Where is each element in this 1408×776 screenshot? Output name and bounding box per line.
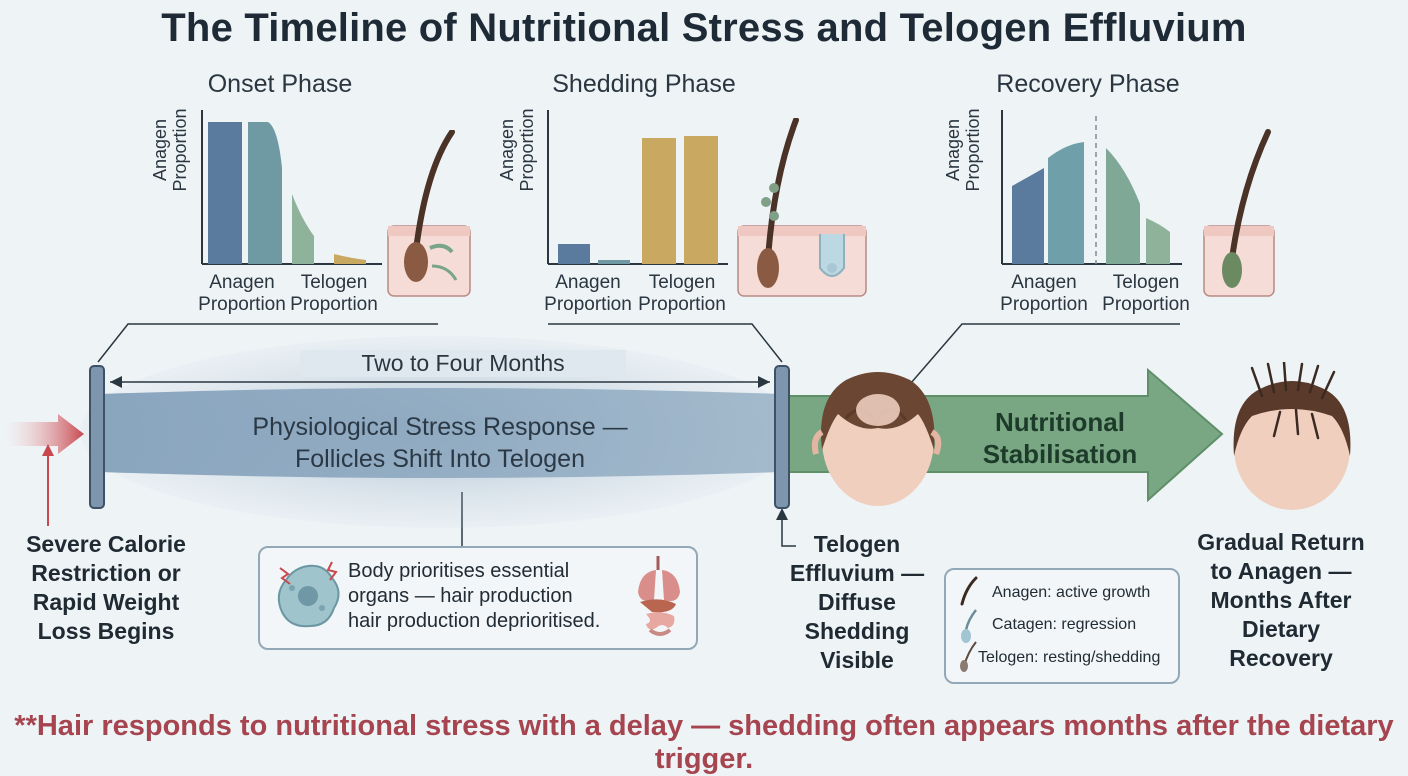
- recovery-bar-telogen-2: [1146, 218, 1170, 264]
- trigger-caption-line-1: Severe Calorie: [26, 531, 186, 557]
- onset-bar-telogen-2: [334, 254, 366, 264]
- stabilisation-line-2: Stabilisation: [982, 439, 1138, 469]
- onset-follicle-icon: [387, 130, 471, 297]
- recovery-chart: [1001, 110, 1182, 265]
- onset-bar-anagen-2: [248, 122, 282, 264]
- body-note-line-2: organs — hair production: [348, 585, 573, 607]
- recovery-caption-line-1: Gradual Return: [1197, 529, 1365, 555]
- shedding-caption-line-5: Visible: [820, 647, 894, 673]
- trigger-caption-line-4: Loss Begins: [37, 618, 175, 644]
- shedding-caption-line-2: Effluvium —: [789, 560, 925, 586]
- recovery-caption: Gradual Return to Anagen — Months After …: [1188, 528, 1374, 673]
- trigger-caption: Severe Calorie Restriction or Rapid Weig…: [14, 530, 198, 646]
- regrowth-head-icon: [1233, 362, 1351, 510]
- stress-band-text: Physiological Stress Response — Follicle…: [210, 411, 670, 475]
- shedding-bar-anagen-1: [558, 244, 590, 264]
- footer-note: **Hair responds to nutritional stress wi…: [14, 710, 1394, 775]
- onset-bar-telogen-1: [292, 194, 314, 264]
- start-marker: [89, 365, 105, 509]
- shedding-tick-anagen: Anagen Proportion: [544, 272, 632, 315]
- stress-band: [100, 388, 780, 478]
- onset-chart: [201, 110, 382, 265]
- shedding-marker: [774, 365, 790, 509]
- shedding-bar-anagen-2: [598, 260, 630, 264]
- legend-box: [944, 568, 1180, 684]
- thinning-head-icon: [811, 372, 942, 506]
- recovery-caption-line-4: Dietary Recovery: [1229, 616, 1333, 671]
- body-note-line-1: Body prioritises essential: [348, 560, 570, 582]
- shedding-chart: [547, 110, 728, 265]
- trigger-caption-line-3: Rapid Weight: [32, 589, 180, 615]
- shedding-caption-line-4: Shedding: [804, 618, 910, 644]
- onset-bar-anagen-1: [208, 122, 242, 264]
- trigger-caption-line-2: Restriction or: [31, 560, 181, 586]
- page-title: The Timeline of Nutritional Stress and T…: [161, 6, 1247, 50]
- shedding-follicle-icon: [737, 118, 867, 297]
- recovery-bar-anagen-2: [1048, 142, 1084, 264]
- onset-phase-title: Onset Phase: [207, 70, 353, 98]
- recovery-tick-anagen: Anagen Proportion: [1000, 272, 1088, 315]
- body-note-text: Body prioritises essential organs — hair…: [348, 559, 638, 634]
- shedding-tick-telogen: Telogen Proportion: [638, 272, 726, 315]
- shedding-caption-line-1: Telogen: [813, 531, 901, 557]
- trigger-arrow: [6, 414, 84, 454]
- recovery-follicle-icon: [1203, 129, 1275, 297]
- stressed-cell-icon: [277, 561, 340, 628]
- onset-tick-telogen: Telogen Proportion: [290, 272, 378, 315]
- recovery-caption-line-3: Months After: [1210, 587, 1352, 613]
- shedding-bar-telogen-2: [684, 136, 718, 264]
- legend-anagen-label: Anagen: active growth: [992, 584, 1151, 601]
- shedding-caption-line-3: Diffuse: [818, 589, 896, 615]
- stress-band-line-1: Physiological Stress Response —: [252, 413, 628, 441]
- duration-label: Two to Four Months: [300, 350, 626, 377]
- shedding-caption: Telogen Effluvium — Diffuse Shedding Vis…: [770, 530, 944, 675]
- organs-icon: [638, 556, 680, 636]
- legend-icons: [960, 576, 978, 672]
- legend-catagen-label: Catagen: regression: [992, 616, 1137, 633]
- onset-tick-anagen: Anagen Proportion: [198, 272, 286, 315]
- body-note-line-3: hair production deprioritised.: [348, 610, 601, 632]
- recovery-bar-anagen-1: [1012, 168, 1044, 264]
- recovery-bar-telogen-1: [1106, 148, 1140, 264]
- stabilisation-text: Nutritional Stabilisation: [960, 406, 1160, 470]
- legend-telogen-label: Telogen: resting/shedding: [978, 649, 1161, 666]
- recovery-phase-title: Recovery Phase: [996, 70, 1180, 98]
- anagen-hair-icon: [960, 576, 978, 606]
- stress-band-line-2: Follicles Shift Into Telogen: [295, 445, 585, 473]
- catagen-hair-icon: [964, 609, 977, 631]
- shedding-phase-title: Shedding Phase: [552, 70, 736, 98]
- recovery-tick-telogen: Telogen Proportion: [1102, 272, 1190, 315]
- shedding-bar-telogen-1: [642, 138, 676, 264]
- stabilisation-line-1: Nutritional: [995, 407, 1125, 437]
- recovery-caption-line-2: to Anagen —: [1210, 558, 1352, 584]
